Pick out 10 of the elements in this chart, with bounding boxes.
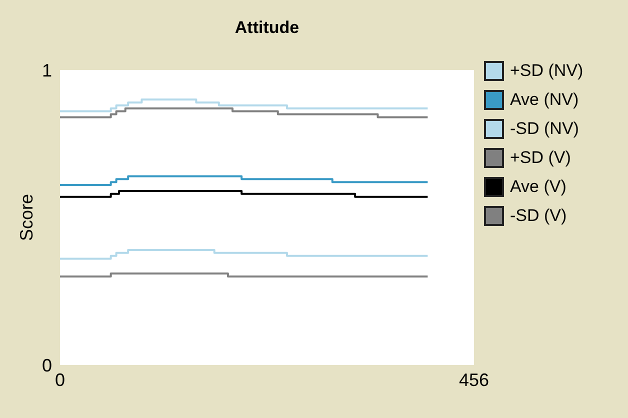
y-axis-title: Score: [16, 194, 36, 242]
legend-label: -SD (NV): [510, 118, 579, 138]
y-tick-label: 1: [42, 60, 52, 80]
legend-label: +SD (NV): [510, 60, 584, 80]
x-tick-label: 456: [458, 370, 490, 390]
chart-title: Attitude: [234, 18, 300, 38]
legend-label: -SD (V): [510, 206, 567, 226]
legend-label: Ave (NV): [510, 90, 579, 110]
legend-label: +SD (V): [510, 148, 571, 168]
legend-label: Ave (V): [510, 176, 566, 196]
